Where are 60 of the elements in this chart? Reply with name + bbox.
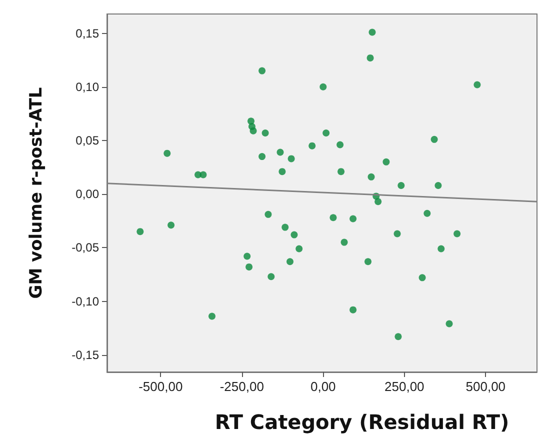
point	[394, 333, 402, 340]
y-tick-label: 0,15	[76, 26, 100, 40]
point	[430, 136, 438, 143]
point	[336, 141, 344, 148]
point	[258, 67, 266, 74]
point	[208, 312, 216, 320]
y-tick-label: -0,05	[72, 240, 100, 255]
point	[374, 198, 382, 206]
x-tick-label: 500,00	[466, 379, 506, 394]
x-tick-label: 250,00	[384, 379, 424, 394]
point	[278, 168, 286, 176]
point	[366, 54, 374, 62]
point	[288, 155, 295, 162]
point	[262, 129, 269, 136]
y-axis-title: GM volume r-post-ATL	[26, 87, 46, 299]
point	[474, 81, 481, 88]
point	[296, 245, 303, 252]
y-tick-label: -0,15	[72, 348, 100, 362]
point	[350, 215, 357, 222]
x-axis-title: RT Category (Residual RT)	[214, 410, 510, 434]
point	[364, 258, 372, 266]
point	[200, 171, 207, 178]
x-tick-label: 0,00	[310, 379, 336, 394]
point	[394, 230, 401, 238]
y-tick-label: -0,10	[72, 294, 100, 308]
point	[246, 263, 253, 270]
point	[320, 83, 327, 90]
point	[244, 252, 251, 260]
point	[282, 224, 289, 231]
point	[424, 210, 431, 217]
point	[308, 142, 316, 150]
point	[340, 238, 348, 246]
y-tick-label: 0,05	[76, 133, 100, 148]
point	[382, 158, 390, 166]
point	[286, 258, 294, 266]
point	[446, 320, 453, 328]
point	[350, 306, 357, 314]
y-tick-label: 0,10	[76, 80, 100, 94]
point	[322, 129, 330, 136]
point	[290, 231, 298, 238]
point	[330, 214, 337, 222]
point	[438, 245, 445, 252]
point	[168, 222, 175, 229]
point	[368, 28, 376, 36]
point	[434, 182, 442, 189]
x-tick-label: -250,00	[220, 379, 264, 394]
point	[258, 153, 266, 160]
point	[264, 210, 272, 218]
point	[418, 274, 426, 282]
point	[368, 173, 375, 180]
point	[398, 182, 405, 189]
point	[454, 230, 461, 238]
point	[276, 148, 284, 156]
point	[164, 150, 171, 157]
point	[268, 273, 275, 280]
point	[250, 127, 257, 134]
point	[338, 168, 345, 176]
x-tick-label: -500,00	[138, 379, 183, 394]
y-tick-label: 0,00	[76, 187, 100, 202]
point	[136, 228, 144, 236]
